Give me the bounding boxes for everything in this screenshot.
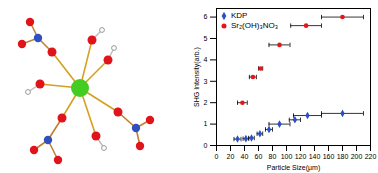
svg-text:SHG Intensity(arb.): SHG Intensity(arb.) xyxy=(193,47,201,107)
svg-text:60: 60 xyxy=(255,153,263,160)
svg-text:2: 2 xyxy=(204,99,208,106)
svg-text:160: 160 xyxy=(323,153,335,160)
html-text:KDP: KDP xyxy=(231,11,248,20)
svg-text:80: 80 xyxy=(269,153,277,160)
svg-text:20: 20 xyxy=(227,153,235,160)
html-text:Sr₂(OH)₃NO₃: Sr₂(OH)₃NO₃ xyxy=(231,21,278,30)
svg-text:0: 0 xyxy=(204,142,208,149)
svg-text:100: 100 xyxy=(281,153,293,160)
svg-text:0: 0 xyxy=(215,153,219,160)
svg-text:3: 3 xyxy=(204,78,208,85)
svg-text:5: 5 xyxy=(204,35,208,42)
svg-text:4: 4 xyxy=(204,56,208,63)
svg-text:120: 120 xyxy=(295,153,307,160)
svg-text:140: 140 xyxy=(309,153,321,160)
svg-text:180: 180 xyxy=(337,153,349,160)
svg-text:1: 1 xyxy=(204,120,208,127)
svg-text:Particle Size(μm): Particle Size(μm) xyxy=(267,164,320,172)
svg-text:220: 220 xyxy=(365,153,377,160)
svg-text:6: 6 xyxy=(204,13,208,20)
svg-text:200: 200 xyxy=(351,153,363,160)
svg-text:40: 40 xyxy=(241,153,249,160)
